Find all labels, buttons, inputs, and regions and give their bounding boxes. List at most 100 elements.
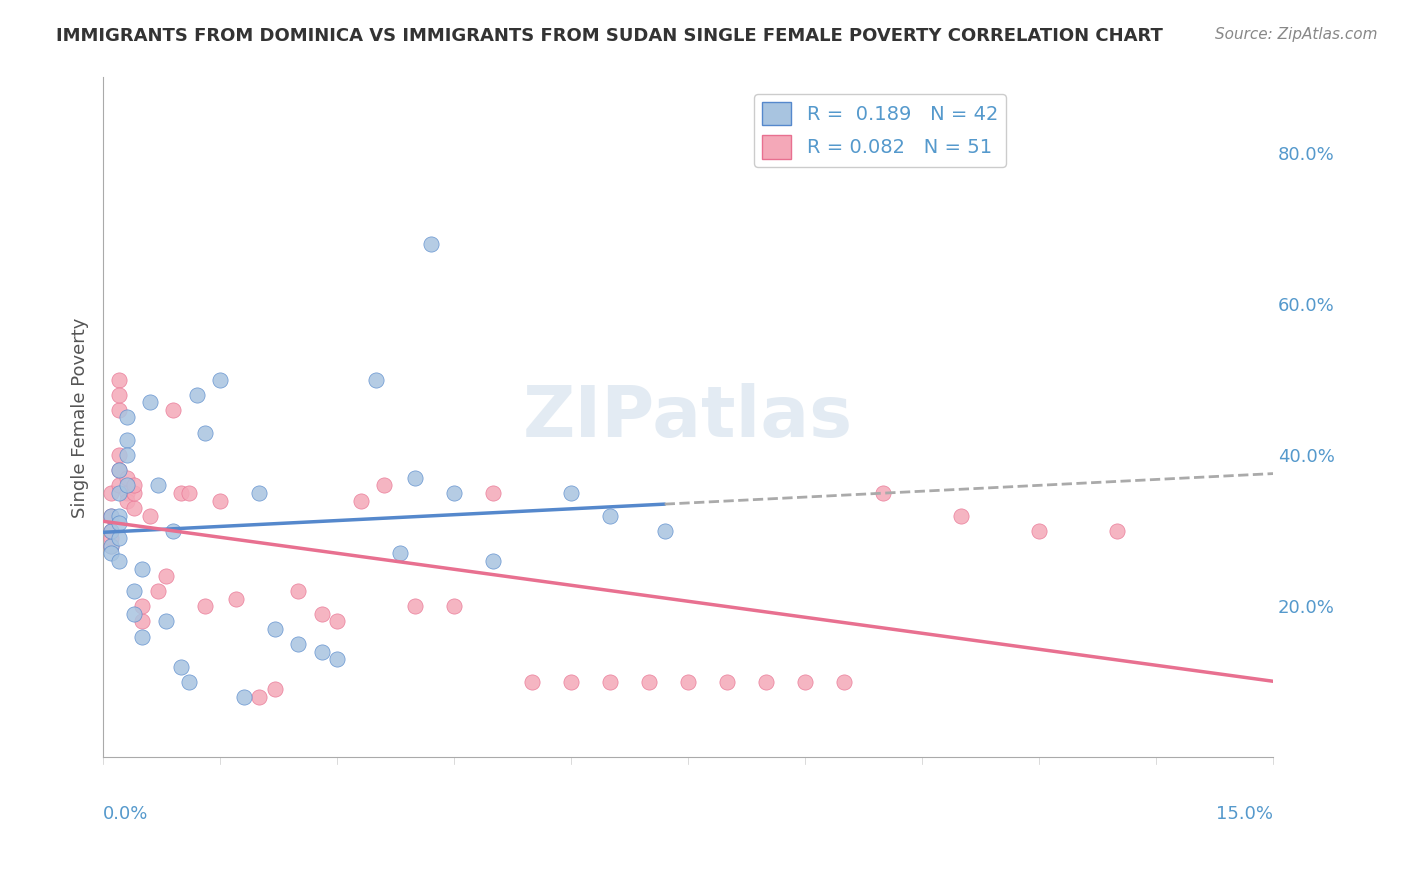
Y-axis label: Single Female Poverty: Single Female Poverty bbox=[72, 318, 89, 517]
Point bbox=[107, 531, 129, 545]
Point bbox=[404, 471, 426, 485]
Point bbox=[287, 584, 309, 599]
Text: 0.0%: 0.0% bbox=[103, 805, 149, 823]
Point bbox=[124, 478, 146, 492]
Point bbox=[364, 373, 387, 387]
Point bbox=[349, 493, 371, 508]
Point bbox=[520, 674, 543, 689]
Point bbox=[107, 388, 129, 402]
Point bbox=[482, 554, 505, 568]
Point bbox=[107, 463, 129, 477]
Point bbox=[373, 478, 395, 492]
Point bbox=[162, 402, 184, 417]
Point bbox=[443, 599, 465, 614]
Point bbox=[599, 508, 621, 523]
Point bbox=[209, 493, 232, 508]
Point bbox=[100, 546, 122, 560]
Point bbox=[676, 674, 699, 689]
Point bbox=[599, 674, 621, 689]
Point bbox=[482, 486, 505, 500]
Point bbox=[247, 690, 270, 704]
Point bbox=[139, 395, 162, 409]
Point bbox=[832, 674, 855, 689]
Point bbox=[247, 486, 270, 500]
Point bbox=[100, 539, 122, 553]
Point bbox=[115, 486, 138, 500]
Point bbox=[311, 607, 333, 621]
Point bbox=[638, 674, 661, 689]
Point bbox=[162, 524, 184, 538]
Point bbox=[560, 674, 582, 689]
Text: IMMIGRANTS FROM DOMINICA VS IMMIGRANTS FROM SUDAN SINGLE FEMALE POVERTY CORRELAT: IMMIGRANTS FROM DOMINICA VS IMMIGRANTS F… bbox=[56, 27, 1163, 45]
Point bbox=[107, 516, 129, 531]
Point bbox=[139, 508, 162, 523]
Point bbox=[177, 674, 200, 689]
Point bbox=[100, 524, 122, 538]
Point bbox=[115, 410, 138, 425]
Point bbox=[131, 615, 153, 629]
Point bbox=[872, 486, 894, 500]
Point bbox=[107, 508, 129, 523]
Point bbox=[107, 554, 129, 568]
Point bbox=[419, 236, 441, 251]
Point bbox=[263, 682, 285, 697]
Point bbox=[177, 486, 200, 500]
Text: ZIPatlas: ZIPatlas bbox=[523, 383, 853, 452]
Point bbox=[794, 674, 817, 689]
Point bbox=[115, 448, 138, 462]
Point bbox=[115, 471, 138, 485]
Point bbox=[124, 607, 146, 621]
Point bbox=[100, 531, 122, 545]
Point bbox=[170, 486, 193, 500]
Point bbox=[654, 524, 676, 538]
Point bbox=[950, 508, 973, 523]
Point bbox=[170, 659, 193, 673]
Point bbox=[755, 674, 778, 689]
Point bbox=[131, 599, 153, 614]
Point bbox=[107, 373, 129, 387]
Point bbox=[100, 539, 122, 553]
Point bbox=[100, 508, 122, 523]
Point bbox=[107, 463, 129, 477]
Point bbox=[326, 652, 349, 666]
Point bbox=[443, 486, 465, 500]
Point bbox=[186, 388, 208, 402]
Point bbox=[287, 637, 309, 651]
Point bbox=[263, 622, 285, 636]
Point bbox=[131, 630, 153, 644]
Point bbox=[1028, 524, 1050, 538]
Point bbox=[560, 486, 582, 500]
Point bbox=[1105, 524, 1128, 538]
Point bbox=[209, 373, 232, 387]
Point bbox=[115, 478, 138, 492]
Point bbox=[404, 599, 426, 614]
Legend: R =  0.189   N = 42, R = 0.082   N = 51: R = 0.189 N = 42, R = 0.082 N = 51 bbox=[754, 94, 1005, 167]
Point bbox=[115, 433, 138, 447]
Text: 15.0%: 15.0% bbox=[1216, 805, 1272, 823]
Point bbox=[124, 486, 146, 500]
Point bbox=[107, 448, 129, 462]
Point bbox=[311, 645, 333, 659]
Point bbox=[716, 674, 738, 689]
Point bbox=[388, 546, 411, 560]
Point bbox=[155, 615, 177, 629]
Point bbox=[100, 508, 122, 523]
Point bbox=[155, 569, 177, 583]
Point bbox=[326, 615, 349, 629]
Point bbox=[193, 599, 215, 614]
Point bbox=[225, 591, 247, 606]
Point bbox=[146, 584, 169, 599]
Point bbox=[146, 478, 169, 492]
Point bbox=[124, 501, 146, 516]
Point bbox=[107, 486, 129, 500]
Point bbox=[107, 402, 129, 417]
Point bbox=[124, 584, 146, 599]
Point bbox=[100, 486, 122, 500]
Point bbox=[115, 493, 138, 508]
Point bbox=[107, 478, 129, 492]
Point bbox=[232, 690, 254, 704]
Point bbox=[131, 561, 153, 575]
Text: Source: ZipAtlas.com: Source: ZipAtlas.com bbox=[1215, 27, 1378, 42]
Point bbox=[100, 524, 122, 538]
Point bbox=[193, 425, 215, 440]
